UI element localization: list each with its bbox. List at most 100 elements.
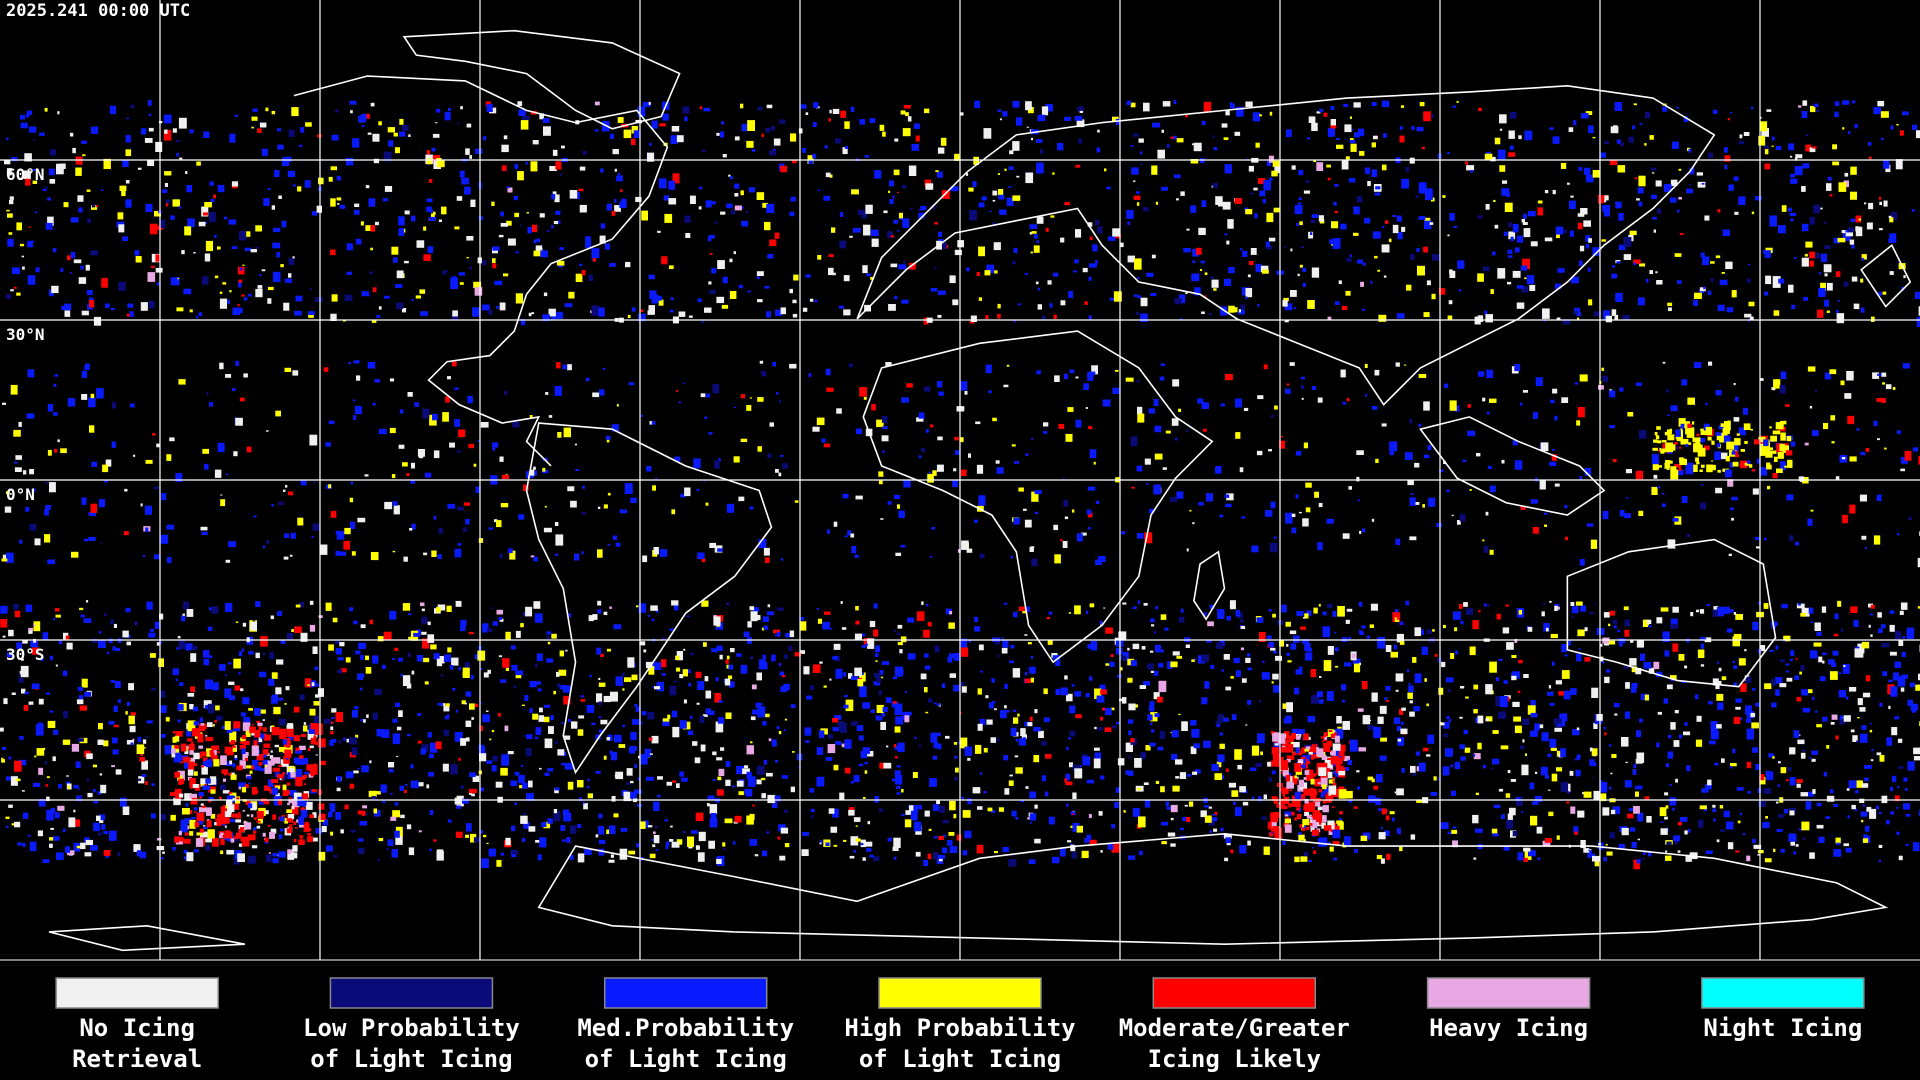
icing-cell <box>992 190 998 196</box>
icing-cell <box>596 693 603 703</box>
icing-cell <box>773 138 781 146</box>
icing-cell <box>1341 159 1349 170</box>
icing-cell <box>1624 513 1631 519</box>
icing-cell <box>880 712 885 717</box>
icing-cell <box>746 815 754 825</box>
icing-cell <box>633 130 640 138</box>
icing-cell <box>1138 816 1146 828</box>
icing-cell <box>246 636 254 645</box>
icing-cell <box>202 276 209 285</box>
icing-cell <box>618 744 626 748</box>
icing-cell <box>291 107 299 117</box>
icing-cell <box>832 108 840 114</box>
icing-cell <box>421 631 427 635</box>
icing-cell <box>1846 788 1850 791</box>
icing-cell <box>529 681 537 688</box>
icing-cell <box>1389 811 1395 815</box>
icing-cell <box>1560 781 1569 792</box>
icing-cell <box>330 249 336 256</box>
icing-cell <box>1240 304 1245 310</box>
icing-cell <box>1613 703 1620 708</box>
icing-cell <box>443 270 448 273</box>
icing-cell <box>1160 614 1167 620</box>
icing-cell <box>690 652 695 656</box>
icing-cell <box>418 830 422 833</box>
icing-cell <box>530 555 535 558</box>
icing-cell <box>848 363 853 368</box>
icing-cell <box>184 759 191 769</box>
icing-cell <box>1566 801 1570 804</box>
icing-cell <box>1585 235 1591 242</box>
icing-cell <box>1467 430 1476 437</box>
icing-cell <box>882 450 885 453</box>
icing-cell <box>1647 852 1652 857</box>
icing-cell <box>580 695 584 698</box>
icing-cell <box>1842 663 1850 674</box>
icing-cell <box>44 509 49 516</box>
icing-cell <box>1827 176 1832 181</box>
icing-cell <box>150 813 156 819</box>
icing-cell <box>1421 646 1428 655</box>
icing-cell <box>1271 681 1274 684</box>
icing-cell <box>428 772 434 777</box>
icing-cell <box>1827 282 1833 291</box>
icing-cell <box>924 386 931 392</box>
icing-cell <box>817 618 823 624</box>
icing-cell <box>1499 128 1503 131</box>
icing-cell <box>1824 299 1829 307</box>
icing-cell <box>498 712 501 717</box>
icing-cell <box>1300 856 1308 862</box>
icing-cell <box>278 851 286 858</box>
icing-cell <box>543 821 551 829</box>
icing-cell <box>164 183 168 187</box>
icing-cell <box>252 108 258 112</box>
icing-cell <box>659 549 668 557</box>
icing-cell <box>505 837 511 846</box>
icing-cell <box>11 692 16 695</box>
icing-cell <box>1688 148 1692 153</box>
icing-cell <box>731 785 736 788</box>
icing-cell <box>1776 829 1783 832</box>
icing-cell <box>289 554 293 557</box>
icing-cell <box>256 825 261 829</box>
icing-cell <box>1360 835 1368 841</box>
icing-cell <box>598 677 601 680</box>
icing-cell <box>105 459 112 467</box>
icing-cell <box>1762 822 1770 829</box>
icing-cell <box>563 685 571 693</box>
icing-cell <box>40 658 44 661</box>
icing-cell <box>1178 713 1181 716</box>
icing-cell <box>1805 241 1813 248</box>
icing-cell <box>16 292 21 296</box>
icing-cell <box>1283 246 1286 249</box>
icing-cell <box>708 840 715 849</box>
icing-cell <box>1223 833 1232 839</box>
icing-cell <box>621 198 627 204</box>
icing-cell <box>1313 607 1318 614</box>
icing-cell <box>129 311 134 317</box>
icing-cell <box>1053 524 1059 531</box>
icing-cell <box>185 171 188 174</box>
icing-cell <box>1394 619 1400 622</box>
icing-cell <box>1610 809 1616 815</box>
icing-cell <box>1023 508 1027 511</box>
icing-cell <box>833 764 839 771</box>
icing-cell <box>259 122 267 128</box>
icing-cell <box>1840 628 1844 632</box>
icing-cell <box>1765 816 1768 819</box>
icing-cell <box>27 369 35 378</box>
icing-cell <box>1629 230 1637 236</box>
icing-cell <box>747 776 756 787</box>
icing-cell <box>1457 260 1465 269</box>
icing-cell <box>931 527 936 530</box>
icing-cell <box>31 488 36 492</box>
icing-cell <box>452 310 458 317</box>
icing-cell <box>312 523 320 531</box>
icing-cell <box>281 220 287 228</box>
icing-cell <box>671 710 678 718</box>
icing-cell <box>961 686 967 693</box>
icing-cell <box>924 665 931 670</box>
icing-cell <box>1154 713 1160 717</box>
icing-cell <box>756 276 760 280</box>
icing-cell <box>939 805 945 813</box>
